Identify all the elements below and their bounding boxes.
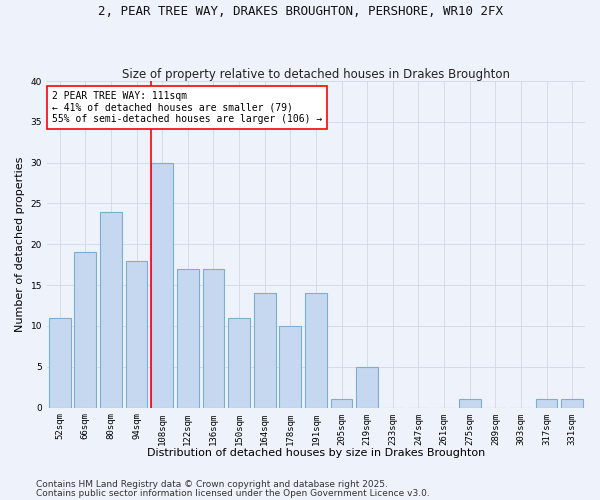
Bar <box>254 294 275 408</box>
Bar <box>331 400 352 407</box>
Bar <box>203 269 224 407</box>
Text: Contains HM Land Registry data © Crown copyright and database right 2025.: Contains HM Land Registry data © Crown c… <box>36 480 388 489</box>
Bar <box>74 252 96 408</box>
Bar <box>151 162 173 408</box>
X-axis label: Distribution of detached houses by size in Drakes Broughton: Distribution of detached houses by size … <box>147 448 485 458</box>
Bar <box>100 212 122 408</box>
Text: Contains public sector information licensed under the Open Government Licence v3: Contains public sector information licen… <box>36 488 430 498</box>
Bar <box>49 318 71 408</box>
Bar <box>228 318 250 408</box>
Y-axis label: Number of detached properties: Number of detached properties <box>15 156 25 332</box>
Bar <box>126 260 148 408</box>
Bar <box>459 400 481 407</box>
Bar <box>305 294 327 408</box>
Title: Size of property relative to detached houses in Drakes Broughton: Size of property relative to detached ho… <box>122 68 510 81</box>
Text: 2, PEAR TREE WAY, DRAKES BROUGHTON, PERSHORE, WR10 2FX: 2, PEAR TREE WAY, DRAKES BROUGHTON, PERS… <box>97 5 503 18</box>
Bar <box>536 400 557 407</box>
Bar <box>561 400 583 407</box>
Bar <box>177 269 199 407</box>
Text: 2 PEAR TREE WAY: 111sqm
← 41% of detached houses are smaller (79)
55% of semi-de: 2 PEAR TREE WAY: 111sqm ← 41% of detache… <box>52 91 323 124</box>
Bar <box>356 367 378 408</box>
Bar <box>280 326 301 407</box>
